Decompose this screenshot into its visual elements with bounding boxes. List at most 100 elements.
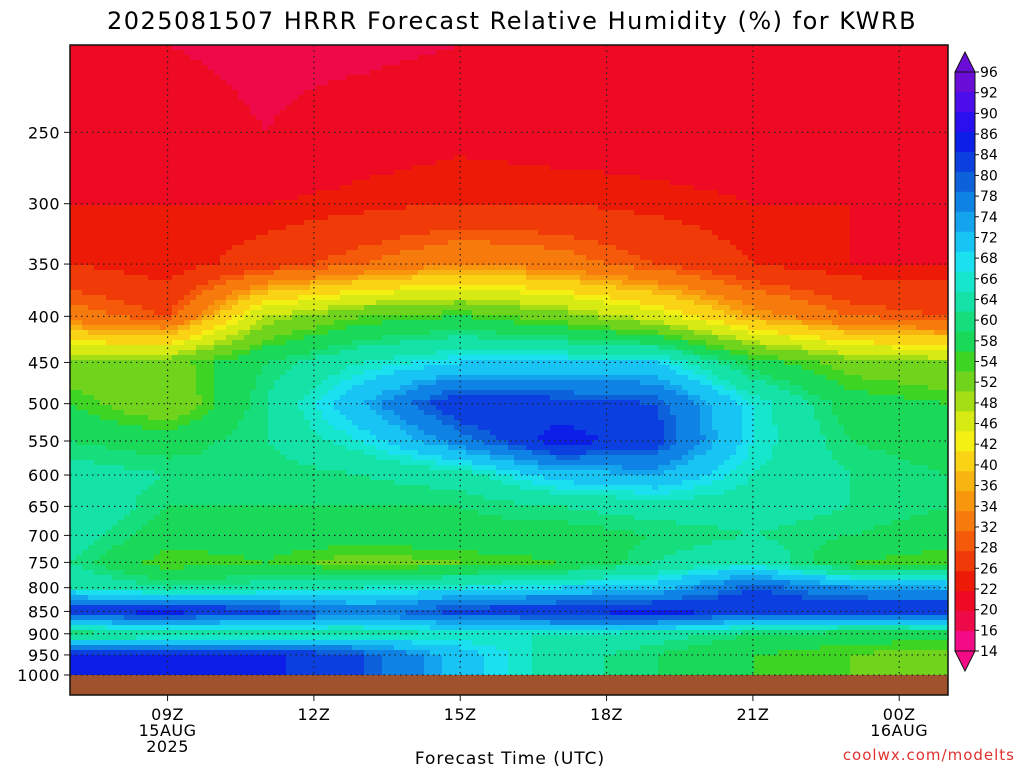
rh-cell: [484, 130, 491, 136]
rh-cell: [484, 135, 491, 141]
rh-cell: [340, 195, 347, 201]
rh-cell: [502, 80, 509, 86]
rh-cell: [850, 55, 857, 61]
rh-cell: [598, 55, 605, 61]
rh-cell: [790, 115, 797, 121]
rh-cell: [664, 70, 671, 76]
rh-cell: [136, 115, 143, 121]
rh-cell: [634, 150, 641, 156]
rh-cell: [862, 95, 869, 101]
rh-cell: [292, 90, 299, 96]
rh-cell: [184, 125, 191, 131]
rh-cell: [430, 120, 437, 126]
rh-cell: [760, 55, 767, 61]
rh-cell: [820, 50, 827, 56]
rh-cell: [598, 120, 605, 126]
rh-cell: [232, 190, 239, 196]
rh-cell: [208, 120, 215, 126]
rh-cell: [484, 150, 491, 156]
rh-cell: [598, 100, 605, 106]
rh-cell: [112, 155, 119, 161]
rh-cell: [814, 110, 821, 116]
rh-cell: [646, 75, 653, 81]
rh-cell: [904, 65, 911, 71]
rh-cell: [100, 175, 107, 181]
rh-cell: [166, 45, 173, 51]
rh-cell: [250, 85, 257, 91]
rh-cell: [322, 210, 329, 216]
rh-cell: [748, 120, 755, 126]
rh-cell: [844, 185, 851, 191]
rh-cell: [826, 80, 833, 86]
rh-cell: [640, 170, 647, 176]
rh-cell: [916, 100, 923, 106]
rh-cell: [730, 140, 737, 146]
rh-cell: [718, 170, 725, 176]
rh-cell: [226, 195, 233, 201]
rh-cell: [832, 190, 839, 196]
rh-cell: [760, 80, 767, 86]
rh-cell: [496, 115, 503, 121]
rh-cell: [886, 205, 893, 211]
rh-cell: [478, 80, 485, 86]
rh-cell: [478, 125, 485, 131]
rh-cell: [634, 125, 641, 131]
rh-cell: [580, 150, 587, 156]
rh-cell: [322, 125, 329, 131]
rh-cell: [148, 100, 155, 106]
rh-cell: [154, 60, 161, 66]
rh-cell: [460, 180, 467, 186]
rh-cell: [292, 190, 299, 196]
rh-cell: [430, 90, 437, 96]
rh-cell: [514, 100, 521, 106]
rh-cell: [418, 60, 425, 66]
rh-cell: [388, 75, 395, 81]
rh-cell: [262, 80, 269, 86]
rh-cell: [886, 110, 893, 116]
rh-cell: [460, 125, 467, 131]
rh-cell: [622, 200, 629, 206]
rh-cell: [274, 80, 281, 86]
rh-cell: [178, 165, 185, 171]
rh-cell: [904, 140, 911, 146]
rh-cell: [460, 105, 467, 111]
rh-cell: [634, 200, 641, 206]
rh-cell: [838, 200, 845, 206]
rh-cell: [130, 80, 137, 86]
rh-cell: [274, 100, 281, 106]
rh-cell: [244, 180, 251, 186]
rh-cell: [490, 125, 497, 131]
rh-cell: [436, 170, 443, 176]
rh-cell: [88, 115, 95, 121]
rh-cell: [628, 170, 635, 176]
rh-cell: [316, 90, 323, 96]
rh-cell: [706, 110, 713, 116]
rh-cell: [808, 190, 815, 196]
rh-cell: [802, 85, 809, 91]
rh-cell: [364, 160, 371, 166]
rh-cell: [922, 60, 929, 66]
rh-cell: [514, 175, 521, 181]
rh-cell: [196, 110, 203, 116]
rh-cell: [424, 175, 431, 181]
rh-cell: [172, 210, 179, 216]
rh-cell: [382, 155, 389, 161]
rh-cell: [400, 55, 407, 61]
rh-cell: [850, 95, 857, 101]
rh-cell: [268, 100, 275, 106]
rh-cell: [370, 65, 377, 71]
rh-cell: [802, 55, 809, 61]
rh-cell: [538, 195, 545, 201]
rh-cell: [250, 145, 257, 151]
rh-cell: [442, 75, 449, 81]
rh-cell: [400, 150, 407, 156]
rh-cell: [688, 90, 695, 96]
rh-cell: [628, 115, 635, 121]
rh-cell: [868, 135, 875, 141]
rh-cell: [130, 125, 137, 131]
rh-cell: [136, 120, 143, 126]
rh-cell: [820, 65, 827, 71]
rh-cell: [724, 75, 731, 81]
rh-cell: [604, 160, 611, 166]
rh-cell: [808, 155, 815, 161]
